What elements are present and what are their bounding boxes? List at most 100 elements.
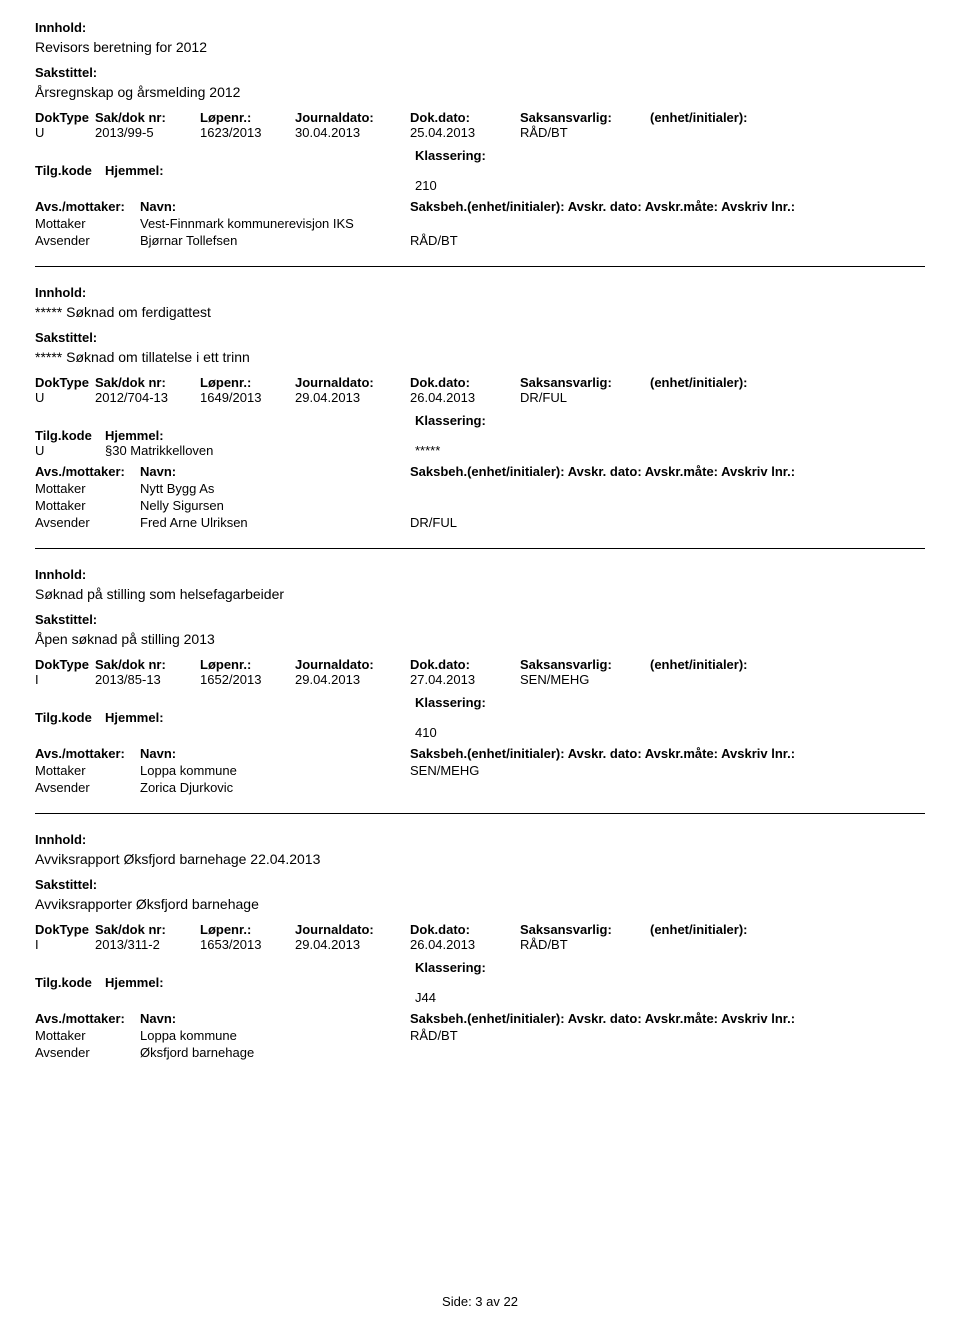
metadata-header-row: DokTypeSak/dok nr:Løpenr.:Journaldato:Do… (35, 657, 925, 672)
party-row: MottakerVest-Finnmark kommunerevisjon IK… (35, 216, 925, 231)
tilg-hjemmel-left: Tilg.kodeHjemmel: (35, 710, 415, 725)
party-role: Mottaker (35, 481, 140, 496)
sakstittel-value: Åpen søknad på stilling 2013 (35, 631, 925, 647)
sakdok-value: 2013/85-13 (95, 672, 200, 687)
party-name: Nytt Bygg As (140, 481, 410, 496)
sakdok-value: 2013/99-5 (95, 125, 200, 140)
innhold-label: Innhold: (35, 285, 925, 300)
navn-label: Navn: (140, 464, 190, 479)
record-divider (35, 548, 925, 549)
party-name: Loppa kommune (140, 763, 410, 778)
party-row: MottakerLoppa kommuneRÅD/BT (35, 1028, 925, 1043)
metadata-header-row: DokTypeSak/dok nr:Løpenr.:Journaldato:Do… (35, 375, 925, 390)
doktype-value: U (35, 125, 95, 140)
lopenr-header: Løpenr.: (200, 657, 295, 672)
innhold-value: ***** Søknad om ferdigattest (35, 304, 925, 320)
doktype-value: I (35, 672, 95, 687)
tilg-hjemmel-row: Tilg.kodeHjemmel: (35, 975, 925, 990)
tilg-hjemmel-row: Tilg.kodeHjemmel: (35, 428, 925, 443)
enhet-value (650, 390, 790, 405)
metadata-value-row: I2013/311-21653/201329.04.201326.04.2013… (35, 937, 925, 952)
party-row: AvsenderFred Arne UlriksenDR/FUL (35, 515, 925, 530)
avs-mottaker-label: Avs./mottaker: (35, 1011, 140, 1026)
party-name: Fred Arne Ulriksen (140, 515, 410, 530)
sakstittel-label: Sakstittel: (35, 877, 925, 892)
lopenr-header: Løpenr.: (200, 922, 295, 937)
lopenr-value: 1652/2013 (200, 672, 295, 687)
party-name: Nelly Sigursen (140, 498, 410, 513)
tilgkode-value (35, 990, 105, 1005)
klassering-value: J44 (415, 990, 436, 1005)
tilg-hjemmel-left: Tilg.kodeHjemmel: (35, 428, 415, 443)
sakdok-header: Sak/dok nr: (95, 922, 200, 937)
dokdato-header: Dok.dato: (410, 375, 520, 390)
klassering-label: Klassering: (415, 695, 486, 710)
party-row: AvsenderØksfjord barnehage (35, 1045, 925, 1060)
journaldato-value: 30.04.2013 (295, 125, 410, 140)
navn-label: Navn: (140, 199, 190, 214)
hjemmel-value: §30 Matrikkelloven (105, 443, 355, 458)
party-unit: SEN/MEHG (410, 763, 510, 778)
metadata-value-row: U2012/704-131649/201329.04.201326.04.201… (35, 390, 925, 405)
enhet-value (650, 672, 790, 687)
journal-record: Innhold:Avviksrapport Øksfjord barnehage… (35, 832, 925, 1060)
record-divider (35, 266, 925, 267)
innhold-label: Innhold: (35, 567, 925, 582)
enhet-header: (enhet/initialer): (650, 922, 790, 937)
parties-header-row: Avs./mottaker:Navn:Saksbeh.(enhet/initia… (35, 464, 925, 479)
tilg-hjemmel-row: Tilg.kodeHjemmel: (35, 163, 925, 178)
tilgkode-value: U (35, 443, 105, 458)
klassering-row: Klassering: (35, 695, 925, 710)
klassering-left-spacer (35, 960, 415, 975)
klassering-value: 210 (415, 178, 437, 193)
sakstittel-value: ***** Søknad om tillatelse i ett trinn (35, 349, 925, 365)
sakdok-value: 2012/704-13 (95, 390, 200, 405)
avs-mottaker-label: Avs./mottaker: (35, 464, 140, 479)
dokdato-header: Dok.dato: (410, 110, 520, 125)
saksbeh-label: Saksbeh.(enhet/initialer): Avskr. dato: … (410, 199, 795, 214)
parties-header-row: Avs./mottaker:Navn:Saksbeh.(enhet/initia… (35, 199, 925, 214)
metadata-value-row: U2013/99-51623/201330.04.201325.04.2013R… (35, 125, 925, 140)
sakstittel-label: Sakstittel: (35, 65, 925, 80)
doktype-header: DokType (35, 110, 95, 125)
dokdato-value: 26.04.2013 (410, 390, 520, 405)
klassering-label: Klassering: (415, 148, 486, 163)
saksansvarlig-value: SEN/MEHG (520, 672, 650, 687)
sakdok-header: Sak/dok nr: (95, 657, 200, 672)
journal-record: Innhold:Søknad på stilling som helsefaga… (35, 567, 925, 795)
party-name: Bjørnar Tollefsen (140, 233, 410, 248)
record-divider (35, 813, 925, 814)
doktype-value: I (35, 937, 95, 952)
party-row: MottakerNytt Bygg As (35, 481, 925, 496)
klassering-row: Klassering: (35, 148, 925, 163)
hjemmel-value (105, 990, 355, 1005)
saksansvarlig-header: Saksansvarlig: (520, 110, 650, 125)
doktype-header: DokType (35, 922, 95, 937)
journaldato-header: Journaldato: (295, 375, 410, 390)
party-role: Avsender (35, 780, 140, 795)
enhet-header: (enhet/initialer): (650, 657, 790, 672)
tilg-hjemmel-values (35, 725, 415, 740)
hjemmel-value (105, 725, 355, 740)
sakstittel-label: Sakstittel: (35, 330, 925, 345)
innhold-label: Innhold: (35, 20, 925, 35)
tilgkode-label: Tilg.kode (35, 163, 105, 178)
sakdok-value: 2013/311-2 (95, 937, 200, 952)
avs-mottaker-label: Avs./mottaker: (35, 746, 140, 761)
tilg-hjemmel-values (35, 990, 415, 1005)
hjemmel-label: Hjemmel: (105, 710, 185, 725)
saksansvarlig-header: Saksansvarlig: (520, 657, 650, 672)
party-row: MottakerLoppa kommuneSEN/MEHG (35, 763, 925, 778)
saksansvarlig-header: Saksansvarlig: (520, 375, 650, 390)
party-unit: RÅD/BT (410, 233, 510, 248)
tilg-hjemmel-value-row: U§30 Matrikkelloven***** (35, 443, 925, 458)
enhet-header: (enhet/initialer): (650, 110, 790, 125)
dokdato-header: Dok.dato: (410, 922, 520, 937)
innhold-label: Innhold: (35, 832, 925, 847)
dokdato-value: 27.04.2013 (410, 672, 520, 687)
journaldato-header: Journaldato: (295, 110, 410, 125)
tilgkode-label: Tilg.kode (35, 710, 105, 725)
tilg-hjemmel-value-row: J44 (35, 990, 925, 1005)
hjemmel-label: Hjemmel: (105, 975, 185, 990)
parties-header-row: Avs./mottaker:Navn:Saksbeh.(enhet/initia… (35, 746, 925, 761)
